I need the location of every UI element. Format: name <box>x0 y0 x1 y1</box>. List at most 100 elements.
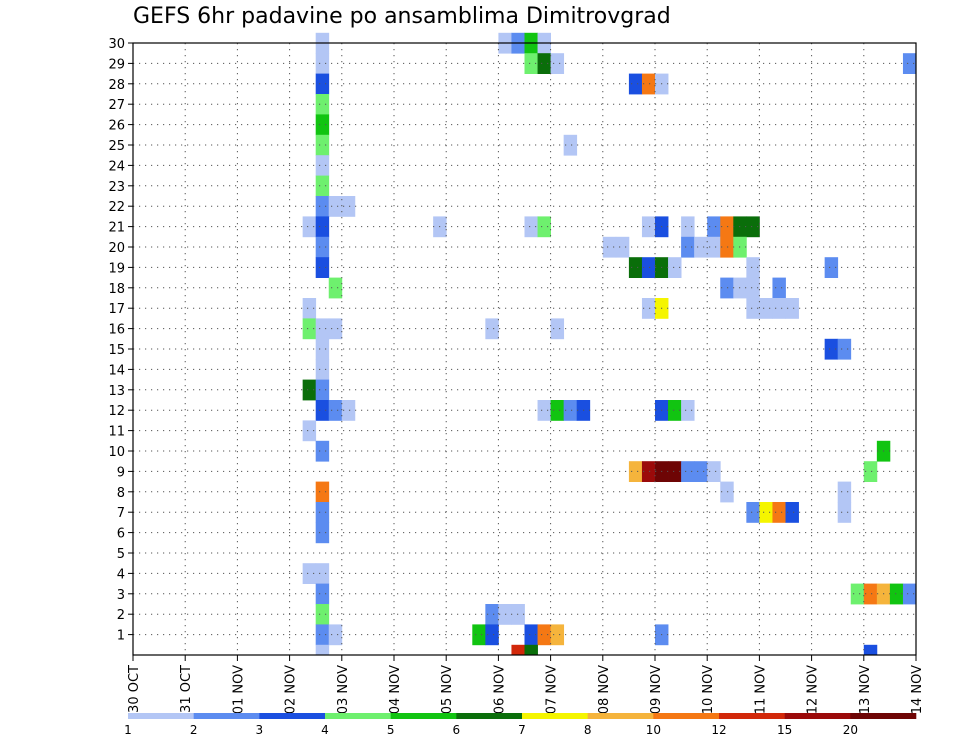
y-tick-label: 10 <box>108 445 125 460</box>
y-tick-label: 26 <box>108 119 125 134</box>
heatmap-cell <box>328 318 343 340</box>
x-tick-label: 05 NOV <box>440 665 455 714</box>
heatmap-cell <box>707 216 721 238</box>
x-tick-label: 11 NOV <box>753 665 768 714</box>
y-tick-label: 23 <box>108 180 125 195</box>
heatmap-cell <box>315 196 330 217</box>
colorbar-swatch <box>784 713 851 719</box>
heatmap-cell <box>328 277 343 299</box>
heatmap-cell <box>850 583 865 605</box>
chart-title: GEFS 6hr padavine po ansamblima Dimitrov… <box>133 4 671 29</box>
colorbar-swatch <box>522 713 588 719</box>
y-tick-label: 15 <box>108 343 125 358</box>
x-tick-label: 04 NOV <box>388 665 403 714</box>
heatmap-cells <box>302 32 917 656</box>
colorbar-swatch <box>128 713 194 719</box>
heatmap-cell <box>668 400 682 421</box>
y-tick-label: 27 <box>108 98 125 113</box>
y-tick-label: 5 <box>117 547 125 562</box>
heatmap-cell <box>628 461 643 482</box>
x-tick-label: 12 NOV <box>806 665 821 714</box>
heatmap-cell <box>524 216 538 238</box>
heatmap-cell <box>720 277 734 299</box>
y-tick-label: 21 <box>108 221 125 236</box>
heatmap-cell <box>615 236 630 258</box>
heatmap-cell <box>863 644 878 656</box>
heatmap-cell <box>694 236 708 258</box>
x-tick-label: 31 OCT <box>179 665 194 713</box>
colorbar-swatch <box>456 713 523 719</box>
heatmap-cell <box>628 257 643 278</box>
heatmap-cell <box>302 563 317 584</box>
colorbar-swatch <box>719 713 785 719</box>
heatmap-cell <box>315 134 330 156</box>
heatmap-cell <box>315 155 330 176</box>
y-tick-label: 3 <box>117 588 125 603</box>
heatmap-cell <box>772 277 786 299</box>
heatmap-cell <box>772 298 786 319</box>
heatmap-cell <box>889 583 904 605</box>
heatmap-cell <box>315 216 330 238</box>
y-tick-label: 19 <box>108 261 125 276</box>
y-tick-label: 12 <box>108 404 125 419</box>
heatmap-cell <box>641 298 656 319</box>
y-tick-label: 14 <box>108 363 125 378</box>
colorbar-swatch <box>653 713 720 719</box>
x-axis: 30 OCT 31 OCT 01 NOV 02 NOV 03 NOV 04 NOV 05 N… <box>127 655 925 714</box>
heatmap-cell <box>772 502 786 523</box>
colorbar-label: 6 <box>453 723 461 737</box>
heatmap-cell <box>315 175 330 197</box>
heatmap-cell <box>550 400 565 421</box>
y-tick-label: 11 <box>108 425 125 440</box>
y-tick-label: 1 <box>117 629 125 644</box>
y-tick-label: 16 <box>108 323 125 338</box>
plot-frame <box>132 42 917 656</box>
y-tick-label: 29 <box>108 57 125 72</box>
heatmap-cell <box>681 236 695 258</box>
heatmap-cell <box>694 461 708 482</box>
heatmap-cell <box>524 644 538 656</box>
colorbar-swatch <box>587 713 654 719</box>
x-tick-label: 30 OCT <box>127 665 142 713</box>
heatmap-cell <box>315 53 330 74</box>
x-tick-label: 14 NOV <box>910 665 925 714</box>
heatmap-cell <box>681 461 695 482</box>
y-tick-label: 7 <box>117 506 125 521</box>
heatmap-cell <box>837 338 852 360</box>
heatmap-cell <box>302 420 317 442</box>
heatmap-cell <box>837 481 852 503</box>
colorbar-label: 7 <box>518 723 526 737</box>
heatmap-cell <box>902 53 917 74</box>
heatmap-cell <box>302 216 317 238</box>
colorbar-label: 8 <box>584 723 592 737</box>
heatmap-cell <box>746 502 760 523</box>
colorbar-label: 3 <box>256 723 264 737</box>
heatmap-cell <box>315 624 330 646</box>
heatmap-cell <box>315 379 330 401</box>
x-tick-label: 13 NOV <box>858 665 873 714</box>
heatmap-cell <box>485 624 499 646</box>
heatmap-cell <box>785 298 799 319</box>
y-tick-label: 17 <box>108 302 125 317</box>
heatmap-cell <box>837 502 852 523</box>
heatmap-cell <box>328 400 343 421</box>
heatmap-cell <box>302 318 317 340</box>
y-axis: 1234567891011121314151617181920212223242… <box>108 37 133 644</box>
colorbar-label: 4 <box>321 723 329 737</box>
heatmap-cell <box>315 94 330 115</box>
x-tick-label: 10 NOV <box>701 665 716 714</box>
y-tick-label: 24 <box>108 159 125 174</box>
heatmap-cell <box>302 298 317 319</box>
y-tick-label: 22 <box>108 200 125 215</box>
heatmap-cell <box>746 277 760 299</box>
colorbar-swatch <box>193 713 260 719</box>
y-tick-label: 13 <box>108 384 125 399</box>
heatmap-cell <box>863 583 878 605</box>
heatmap-cell <box>720 236 734 258</box>
colorbar-label: 20 <box>843 723 858 737</box>
heatmap-cell <box>315 604 330 625</box>
colorbar-label: 10 <box>646 723 661 737</box>
heatmap-cell <box>485 604 499 625</box>
heatmap-cell <box>511 644 525 656</box>
